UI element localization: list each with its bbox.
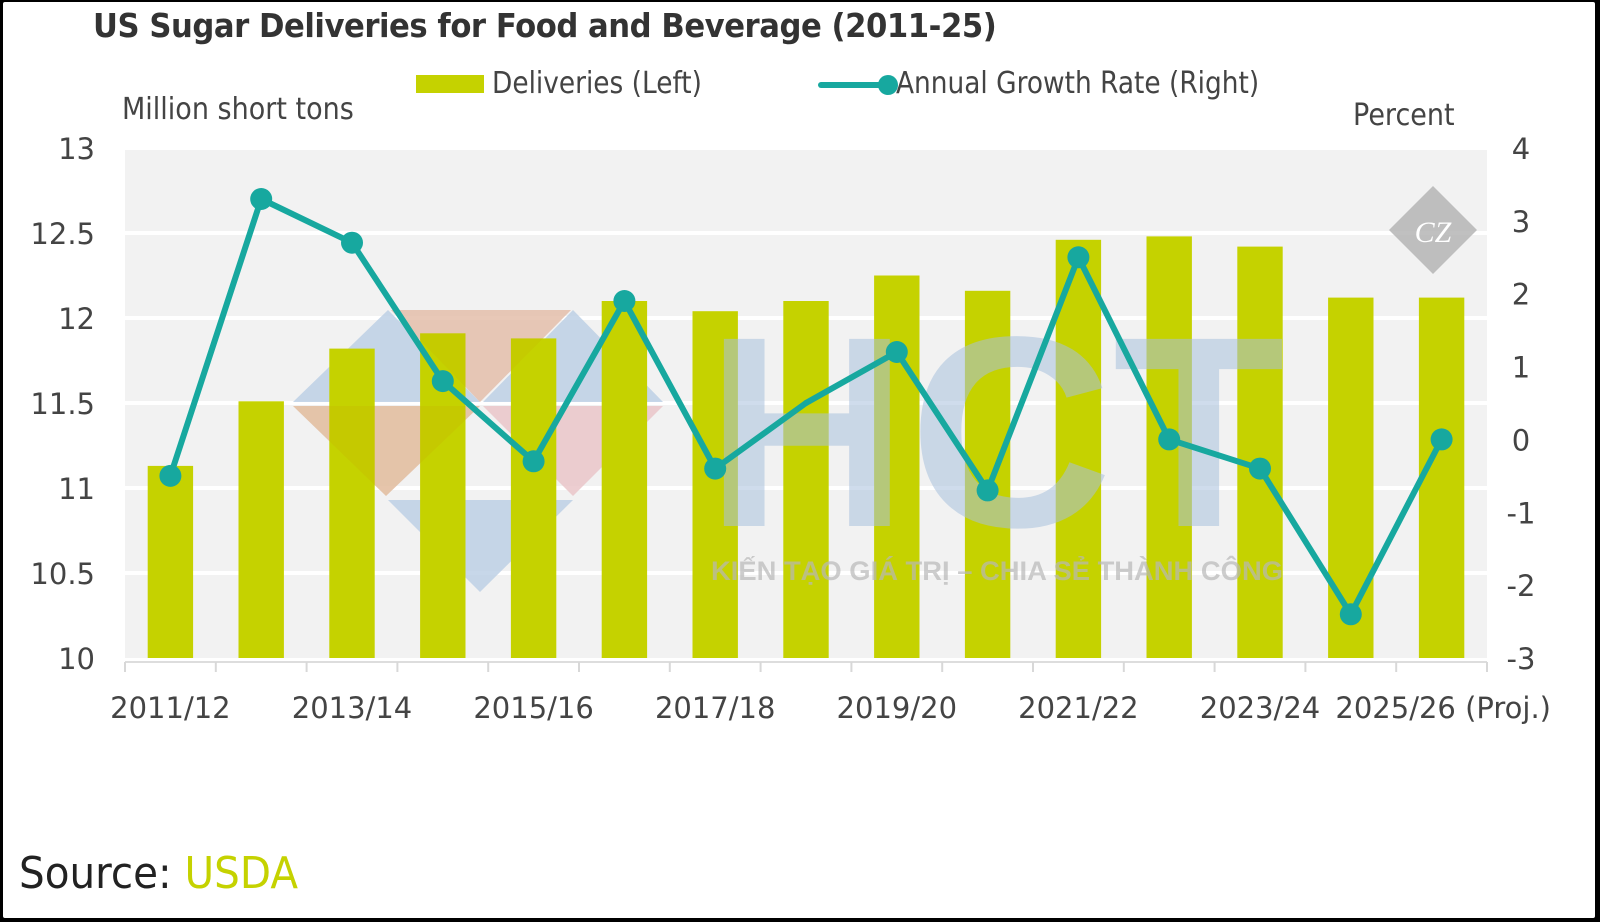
left-y-tick-label: 13 bbox=[58, 132, 95, 166]
right-y-axis: -3 -2 -1 0 1 2 3 4 bbox=[1507, 132, 1536, 676]
growth-rate-point bbox=[159, 464, 182, 487]
x-tick-label: 2019/20 bbox=[837, 691, 957, 725]
bar bbox=[1055, 239, 1102, 659]
left-axis-title: Million short tons bbox=[122, 92, 354, 127]
x-tick-label: 2011/12 bbox=[110, 691, 230, 725]
watermark-tagline: KIẾN TẠO GIÁ TRỊ – CHIA SẺ THÀNH CÔNG bbox=[711, 554, 1283, 586]
right-y-tick-label: 4 bbox=[1512, 132, 1530, 166]
bar bbox=[1237, 246, 1283, 658]
growth-rate-point bbox=[976, 479, 999, 502]
bar bbox=[692, 311, 738, 658]
legend-item-deliveries: Deliveries (Left) bbox=[416, 66, 731, 101]
right-y-tick-label: -3 bbox=[1507, 642, 1536, 676]
right-y-tick-label: 0 bbox=[1512, 423, 1530, 457]
x-tick-label: 2015/16 bbox=[473, 691, 593, 725]
right-y-tick-label: -2 bbox=[1507, 569, 1536, 603]
right-axis-title: Percent bbox=[1353, 98, 1455, 133]
x-tick-label: 2017/18 bbox=[655, 691, 775, 725]
growth-rate-point bbox=[704, 457, 727, 480]
left-y-tick-label: 10.5 bbox=[30, 557, 95, 591]
right-y-tick-label: 3 bbox=[1512, 205, 1530, 239]
legend-label-growth-rate: Annual Growth Rate (Right) bbox=[896, 66, 1260, 101]
cz-logo-icon bbox=[1389, 186, 1477, 274]
right-y-tick-label: 2 bbox=[1512, 278, 1530, 312]
growth-rate-point bbox=[431, 370, 454, 393]
right-y-tick-label: -1 bbox=[1507, 496, 1536, 530]
growth-rate-point bbox=[341, 231, 363, 254]
left-y-tick-label: 12.5 bbox=[30, 217, 95, 251]
left-y-tick-label: 12 bbox=[58, 302, 95, 336]
left-y-axis: 10 10.5 11 11.5 12 12.5 13 bbox=[30, 132, 95, 676]
growth-rate-point bbox=[613, 290, 636, 312]
watermark-brand-text: HCT bbox=[705, 280, 1285, 584]
bar bbox=[238, 401, 284, 658]
legend-label-deliveries: Deliveries (Left) bbox=[492, 66, 702, 101]
x-axis: 2011/12 2013/14 2015/16 2017/18 2019/20 2021/… bbox=[110, 661, 1551, 725]
growth-rate-point bbox=[885, 341, 908, 363]
growth-rate-point bbox=[1339, 603, 1362, 626]
bar-swatch-icon bbox=[416, 74, 484, 93]
watermark-shape bbox=[391, 310, 571, 402]
chart-title: US Sugar Deliveries for Food and Beverag… bbox=[93, 6, 997, 45]
bar-series bbox=[147, 236, 1465, 659]
bar bbox=[510, 338, 557, 658]
growth-rate-point bbox=[1158, 428, 1181, 451]
left-y-tick-label: 11 bbox=[58, 472, 95, 506]
bar bbox=[874, 275, 920, 658]
left-y-tick-label: 11.5 bbox=[30, 387, 95, 421]
x-tick-label: 2021/22 bbox=[1018, 691, 1138, 725]
bar bbox=[329, 348, 375, 658]
bar bbox=[1328, 297, 1374, 658]
watermark-shape bbox=[391, 310, 571, 402]
growth-rate-point bbox=[803, 400, 809, 406]
legend-item-growth-rate: Annual Growth Rate (Right) bbox=[818, 66, 1309, 101]
x-tick-label: 2013/14 bbox=[292, 691, 412, 725]
cz-logo-text: CZ bbox=[1415, 216, 1452, 249]
growth-rate-point bbox=[1249, 457, 1271, 480]
x-tick-label: 2023/24 bbox=[1200, 691, 1320, 725]
growth-rate-point bbox=[1067, 246, 1090, 269]
right-y-tick-label: 1 bbox=[1512, 351, 1530, 385]
source-label: Source: bbox=[19, 848, 172, 899]
growth-rate-point bbox=[522, 450, 545, 473]
x-tick-label: 2025/26 (Proj.) bbox=[1335, 691, 1551, 725]
source-note: Source: USDA bbox=[19, 848, 298, 899]
left-y-tick-label: 10 bbox=[58, 642, 95, 676]
growth-rate-point bbox=[250, 188, 273, 210]
source-value: USDA bbox=[184, 848, 299, 899]
bar bbox=[601, 301, 648, 658]
bar bbox=[1418, 297, 1465, 658]
chart-frame: US Sugar Deliveries for Food and Beverag… bbox=[3, 2, 1595, 918]
bar bbox=[783, 301, 829, 658]
bar bbox=[147, 465, 194, 658]
watermark-shape bbox=[293, 406, 480, 496]
line-marker-swatch-icon bbox=[818, 74, 898, 95]
bar bbox=[964, 290, 1011, 658]
line-series bbox=[159, 188, 1453, 626]
growth-rate-point bbox=[1430, 428, 1453, 451]
